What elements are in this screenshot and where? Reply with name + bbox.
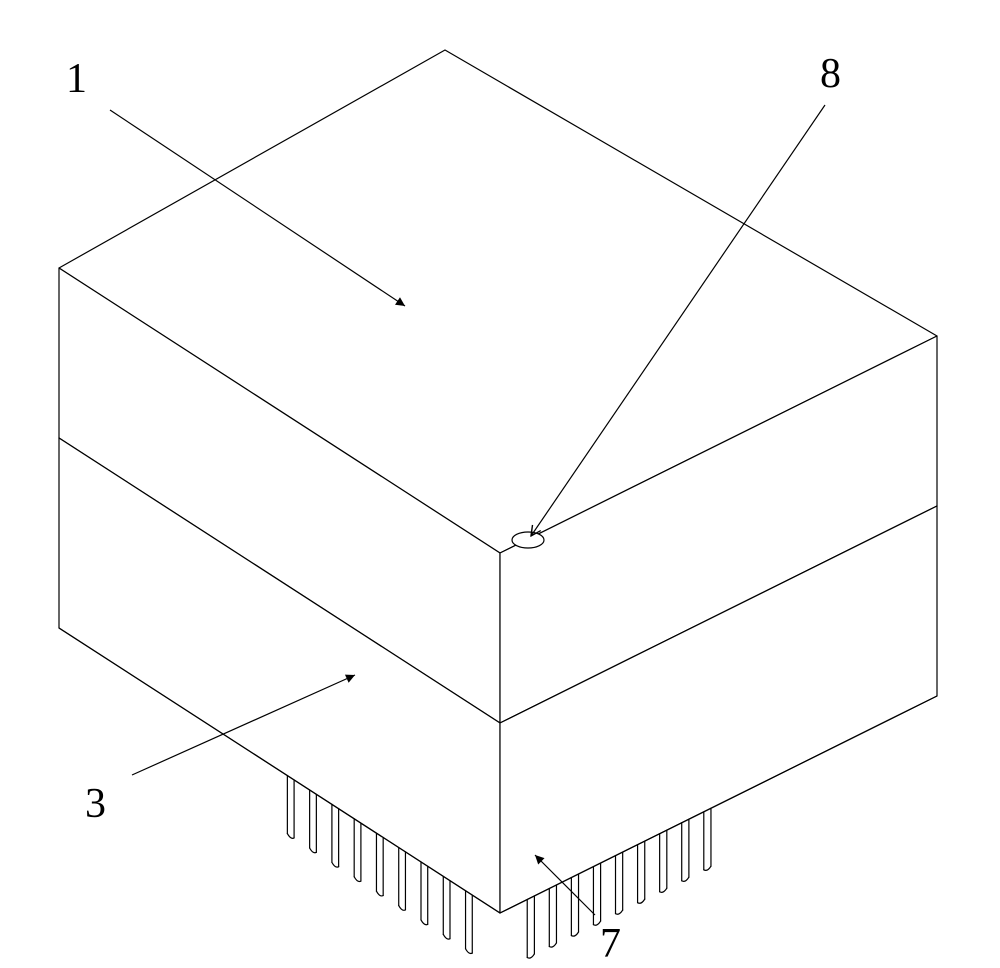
pin-tip [399,906,406,911]
callout-3-label: 3 [85,780,106,828]
pin-tip [616,910,623,914]
callout-8-label: 8 [820,50,841,98]
pin-tip [682,877,689,881]
pin-tip [549,943,556,947]
pin-tip [638,899,645,903]
pin-tip [310,848,317,853]
pin-tip [466,949,473,954]
isometric-figure [0,0,1000,965]
pin-tip [287,834,294,839]
pin-tip [421,920,428,925]
pin-tip [332,862,339,867]
callout-1-label: 1 [66,55,87,103]
top-hole [512,532,544,548]
pin-tip [571,932,578,936]
pin-tip [354,877,361,882]
pin-tip [527,954,534,958]
pin-tip [443,934,450,939]
pin-tip [376,891,383,896]
callout-7-label: 7 [600,920,621,968]
pin-tip [660,888,667,892]
pin-tip [704,866,711,870]
